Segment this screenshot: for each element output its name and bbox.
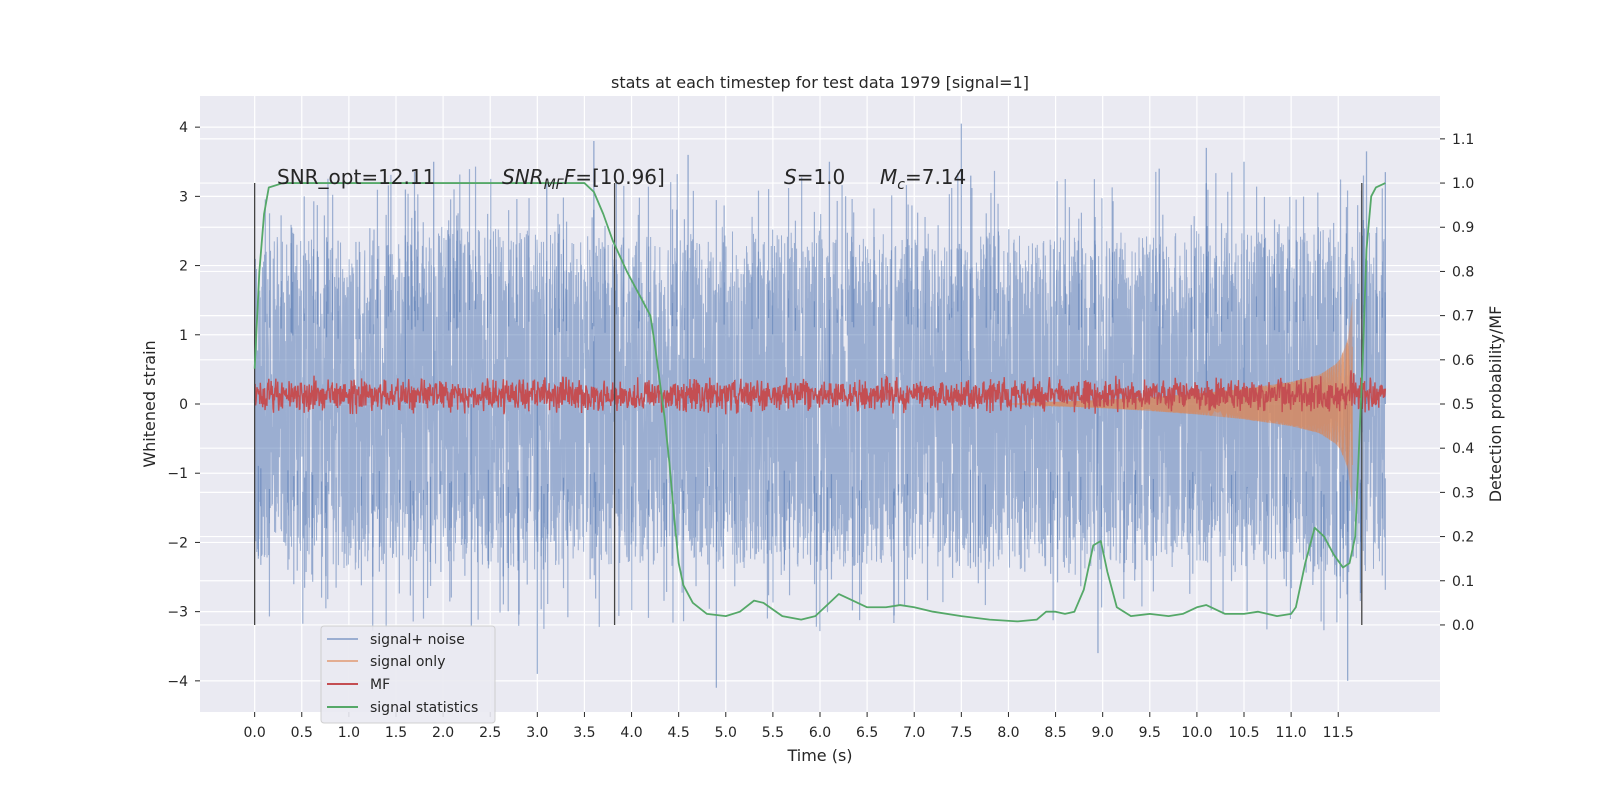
series-signal-statistics bbox=[253, 182, 1386, 623]
y-tick-label: −4 bbox=[167, 674, 188, 690]
y-axis-ticks: −4 −3 −2 −1 0 1 2 3 4 bbox=[167, 120, 200, 690]
x-axis-label: Time (s) bbox=[786, 746, 852, 765]
legend-label-signal-noise: signal+ noise bbox=[370, 632, 465, 648]
x-tick-label: 9.5 bbox=[1139, 725, 1161, 741]
y-tick-label: 4 bbox=[179, 120, 188, 136]
x-tick-label: 1.0 bbox=[338, 725, 360, 741]
legend: signal+ noise signal only MF signal stat… bbox=[320, 625, 496, 724]
x-tick-label: 3.5 bbox=[573, 725, 595, 741]
y-right-tick-label: 1.1 bbox=[1452, 132, 1474, 148]
x-tick-label: 7.0 bbox=[903, 725, 925, 741]
annotation-mc: Mc=7.14 bbox=[880, 165, 966, 193]
y-right-tick-label: 1.0 bbox=[1452, 176, 1474, 192]
x-tick-label: 1.5 bbox=[385, 725, 407, 741]
y-axis-right-ticks: 0.0 0.1 0.2 0.3 0.4 0.5 0.6 0.7 0.8 0.9 1.0 1.1 bbox=[1440, 132, 1474, 634]
x-tick-label: 4.5 bbox=[668, 725, 690, 741]
x-tick-label: 6.0 bbox=[809, 725, 831, 741]
y-right-tick-label: 0.7 bbox=[1452, 309, 1474, 325]
x-tick-label: 8.0 bbox=[997, 725, 1019, 741]
x-tick-label: 5.0 bbox=[715, 725, 737, 741]
x-tick-label: 2.0 bbox=[432, 725, 454, 741]
y-right-tick-label: 0.0 bbox=[1452, 618, 1474, 634]
y-axis-right-label: Detection probability/MF bbox=[1486, 306, 1505, 503]
series-signal-only-fill bbox=[1008, 300, 1353, 508]
x-tick-label: 9.0 bbox=[1092, 725, 1114, 741]
series-signal-only bbox=[1008, 300, 1353, 508]
x-tick-label: 4.0 bbox=[620, 725, 642, 741]
vertical-markers bbox=[254, 183, 1363, 625]
y-right-tick-label: 0.3 bbox=[1452, 485, 1474, 501]
y-right-tick-label: 0.9 bbox=[1452, 220, 1474, 236]
series-signal-noise bbox=[254, 123, 1386, 688]
y-right-tick-label: 0.2 bbox=[1452, 530, 1474, 546]
y-tick-label: 1 bbox=[179, 328, 188, 344]
chart-title: stats at each timestep for test data 197… bbox=[611, 73, 1029, 92]
annotation-s: S=1.0 bbox=[784, 165, 845, 189]
legend-label-signal-only: signal only bbox=[370, 654, 445, 670]
annotation-snr-opt: SNR_opt=12.11 bbox=[277, 165, 435, 189]
y-tick-label: 3 bbox=[179, 189, 188, 205]
annotations: SNR_opt=12.11 SNRMFF=[10.96] S=1.0 Mc=7.… bbox=[277, 165, 966, 193]
x-tick-label: 8.5 bbox=[1044, 725, 1066, 741]
x-tick-label: 0.0 bbox=[244, 725, 266, 741]
annotation-snr-mf: SNRMFF=[10.96] bbox=[502, 165, 665, 193]
y-right-tick-label: 0.8 bbox=[1452, 264, 1474, 280]
y-right-tick-label: 0.1 bbox=[1452, 574, 1474, 590]
x-tick-label: 6.5 bbox=[856, 725, 878, 741]
y-tick-label: 2 bbox=[179, 259, 188, 275]
x-tick-label: 0.5 bbox=[291, 725, 313, 741]
legend-label-signal-statistics: signal statistics bbox=[370, 700, 478, 716]
x-axis-ticks: 0.0 0.5 1.0 1.5 2.0 2.5 3.0 3.5 4.0 4.5 5.0 5.5 6.0 6… bbox=[244, 712, 1354, 741]
series-signal-only-line bbox=[1008, 342, 1353, 466]
x-tick-label: 5.5 bbox=[762, 725, 784, 741]
series-signal-statistics-line bbox=[253, 182, 1386, 623]
series-mf bbox=[253, 370, 1387, 415]
y-right-tick-label: 0.4 bbox=[1452, 441, 1474, 457]
y-right-tick-label: 0.6 bbox=[1452, 353, 1474, 369]
y-tick-label: −2 bbox=[167, 535, 188, 551]
x-tick-label: 2.5 bbox=[479, 725, 501, 741]
y-tick-label: −3 bbox=[167, 605, 188, 621]
y-tick-label: −1 bbox=[167, 466, 188, 482]
x-tick-label: 11.5 bbox=[1323, 725, 1354, 741]
legend-label-mf: MF bbox=[370, 677, 390, 693]
x-tick-label: 7.5 bbox=[950, 725, 972, 741]
x-tick-label: 10.0 bbox=[1181, 725, 1212, 741]
x-tick-label: 10.5 bbox=[1228, 725, 1259, 741]
y-axis-label: Whitened strain bbox=[140, 340, 159, 467]
x-tick-label: 3.0 bbox=[526, 725, 548, 741]
y-right-tick-label: 0.5 bbox=[1452, 397, 1474, 413]
legend-box bbox=[320, 625, 496, 724]
x-tick-label: 11.0 bbox=[1276, 725, 1307, 741]
y-tick-label: 0 bbox=[179, 397, 188, 413]
series-mf-line bbox=[253, 370, 1387, 415]
